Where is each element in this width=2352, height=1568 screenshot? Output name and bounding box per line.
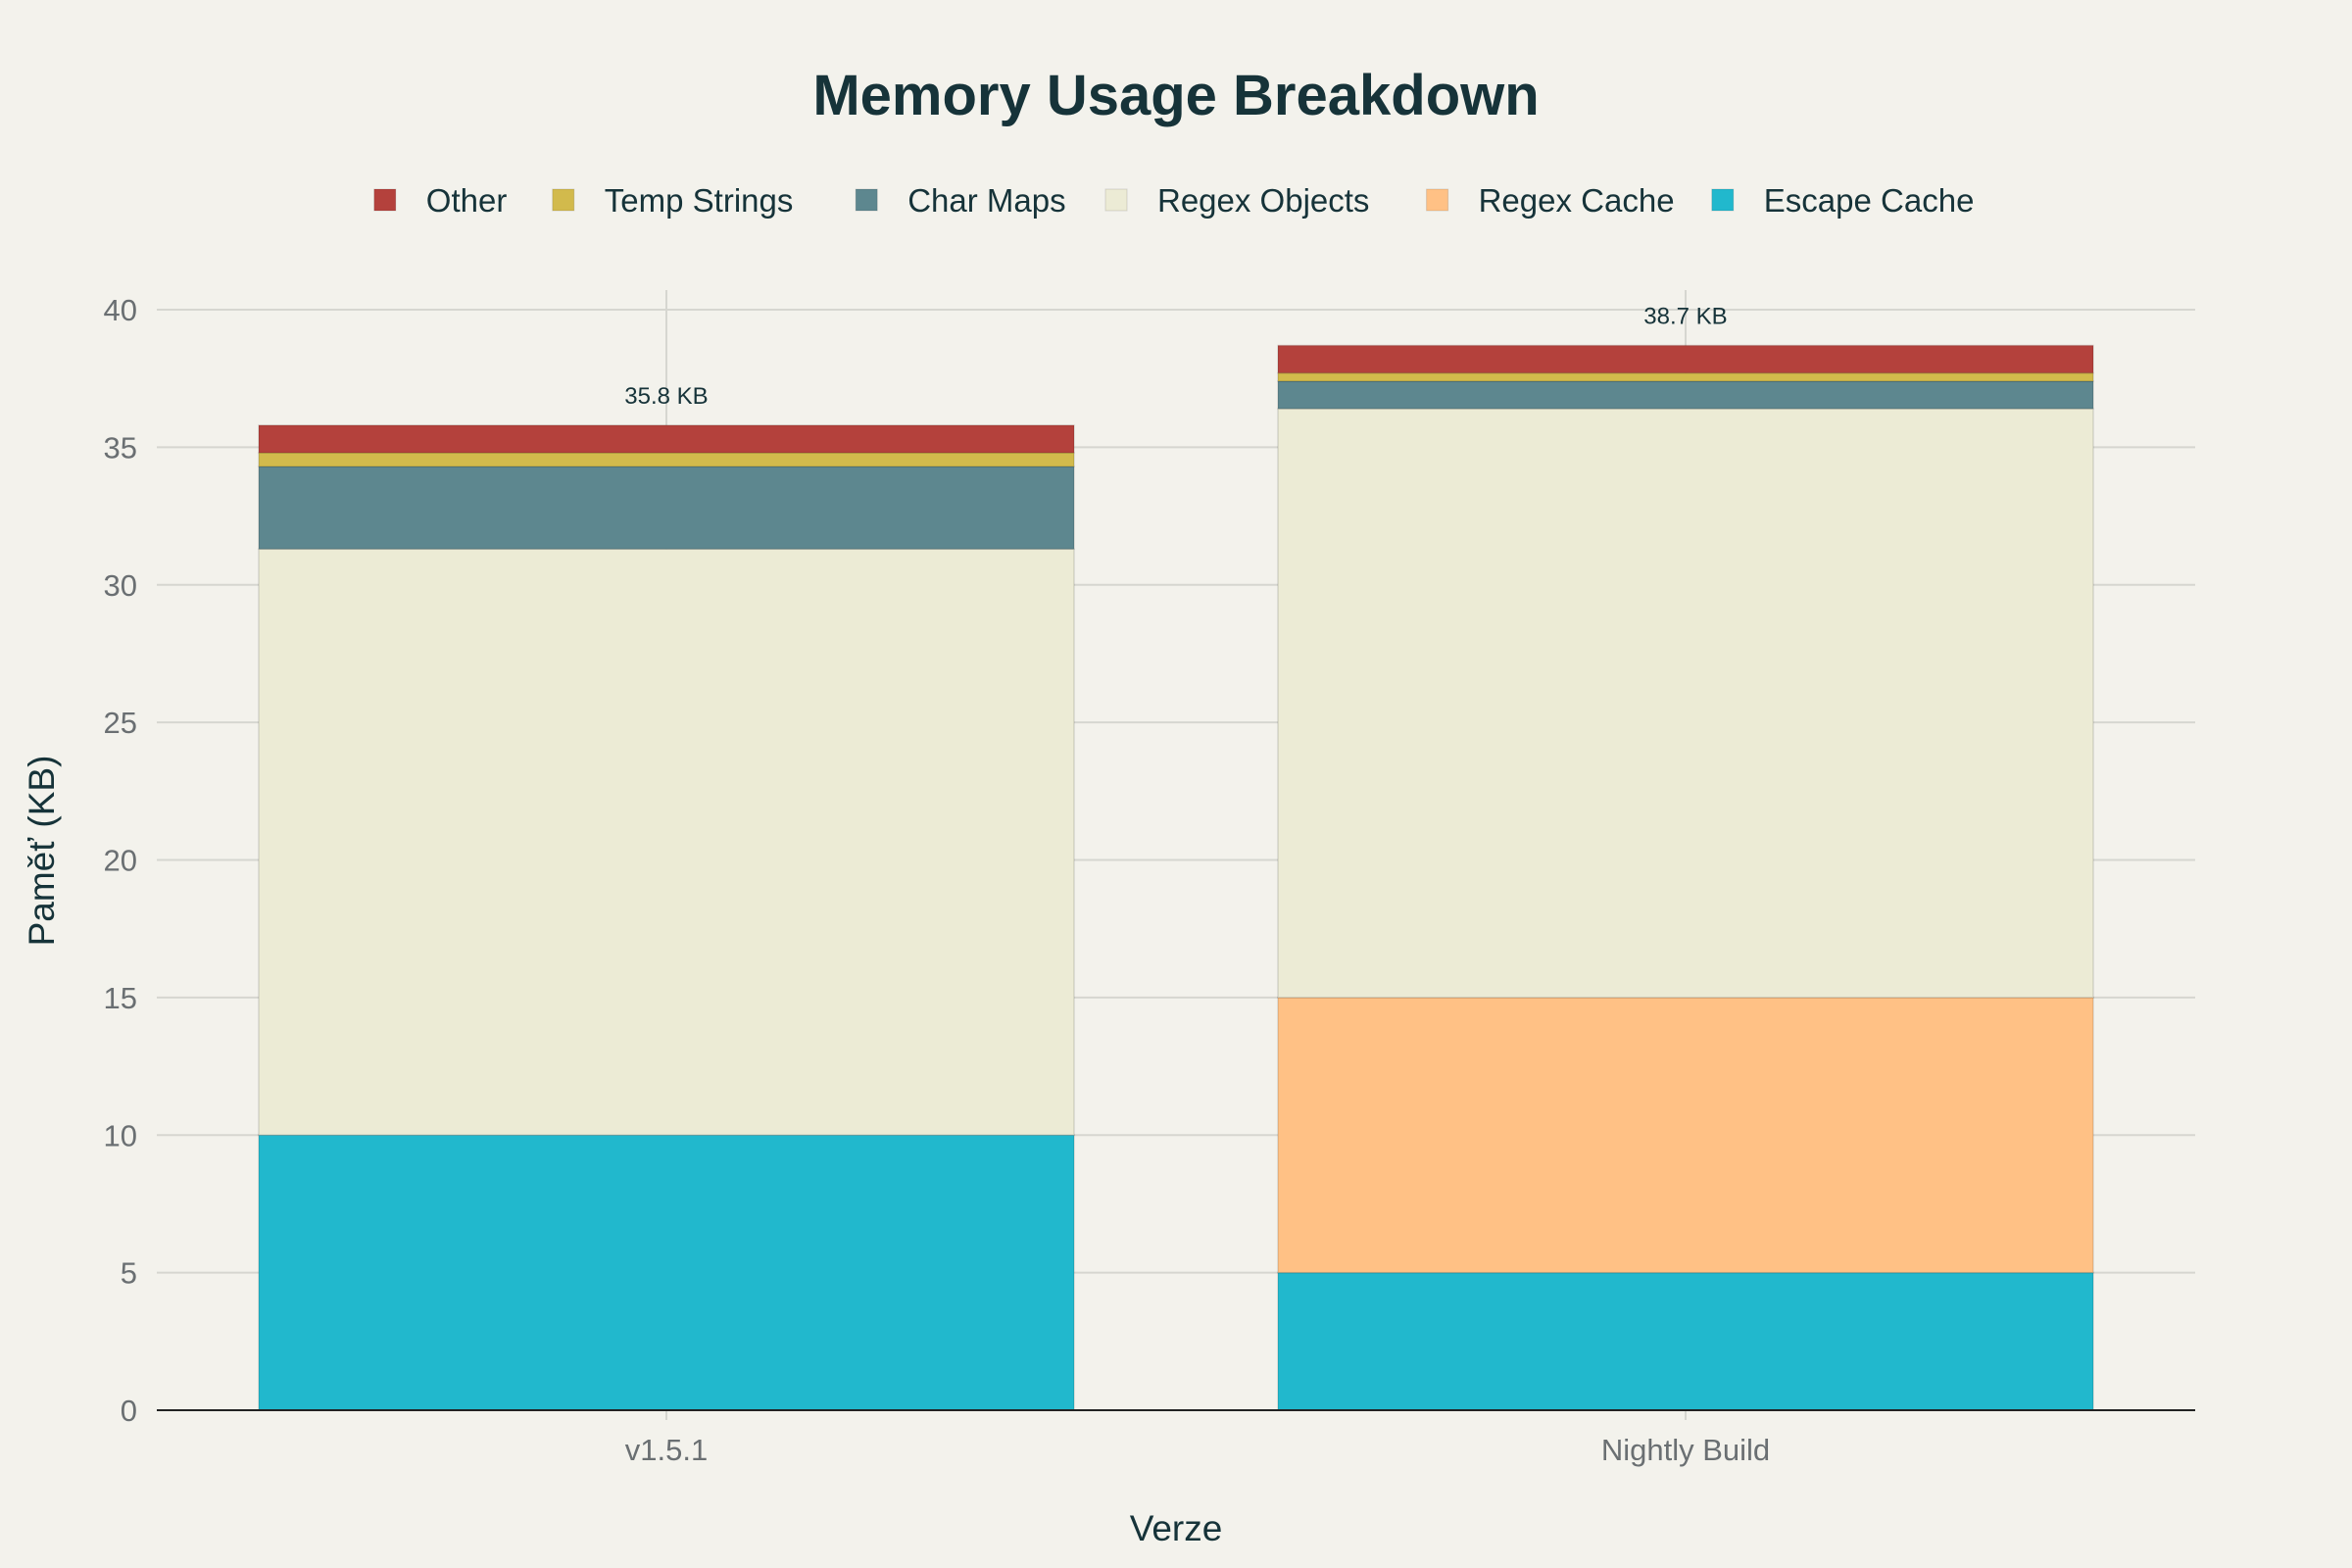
y-axis-ticks: 0 5 10 15 20 25 30 35 40 [104, 293, 137, 1428]
legend-item-regex-objects[interactable]: Regex Objects [1104, 182, 1369, 219]
legend-swatch [1711, 188, 1735, 212]
total-labels: 35.8 KB 38.7 KB [624, 303, 1727, 409]
legend-label: Temp Strings [605, 182, 794, 219]
bar-regex-cache-nightly-build[interactable] [1277, 997, 2094, 1274]
bar-temp-strings-v1-5-1[interactable] [258, 452, 1075, 467]
y-tick-label: 30 [104, 568, 137, 603]
bar-temp-strings-nightly-build[interactable] [1277, 371, 2094, 382]
bar-escape-cache-nightly-build[interactable] [1277, 1271, 2094, 1411]
y-tick-label: 35 [104, 430, 137, 465]
legend-label: Regex Objects [1157, 182, 1369, 219]
y-tick-label: 20 [104, 844, 137, 878]
legend-item-char-maps[interactable]: Char Maps [855, 182, 1066, 219]
legend-swatch [855, 188, 878, 212]
y-tick-label: 25 [104, 706, 137, 740]
legend-swatch [552, 188, 575, 212]
x-axis-ticks: v1.5.1 Nightly Build [625, 1410, 1770, 1467]
y-tick-label: 15 [104, 981, 137, 1015]
legend-label: Regex Cache [1479, 182, 1675, 219]
bar-escape-cache-v1-5-1[interactable] [258, 1134, 1075, 1411]
legend: Other Temp Strings Char Maps Regex Objects R… [373, 182, 1975, 219]
legend-item-other[interactable]: Other [373, 182, 508, 219]
legend-item-temp-strings[interactable]: Temp Strings [552, 182, 794, 219]
legend-swatch [1426, 188, 1449, 212]
legend-swatch [1104, 188, 1128, 212]
y-axis-title: Paměť (KB) [22, 756, 62, 947]
bar-char-maps-nightly-build[interactable] [1277, 380, 2094, 410]
legend-item-regex-cache[interactable]: Regex Cache [1426, 182, 1675, 219]
total-label-nightly-build: 38.7 KB [1643, 303, 1727, 329]
chart-title: Memory Usage Breakdown [812, 64, 1539, 127]
y-tick-label: 40 [104, 293, 137, 327]
y-tick-label: 0 [121, 1394, 137, 1428]
legend-label: Other [426, 182, 508, 219]
legend-label: Char Maps [907, 182, 1065, 219]
bar-regex-objects-v1-5-1[interactable] [258, 548, 1075, 1136]
x-axis-title: Verze [1130, 1508, 1223, 1548]
legend-item-escape-cache[interactable]: Escape Cache [1711, 182, 1975, 219]
y-tick-label: 10 [104, 1118, 137, 1152]
bar-other-v1-5-1[interactable] [258, 424, 1075, 454]
x-tick-label-nightly-build: Nightly Build [1601, 1433, 1770, 1467]
y-tick-label: 5 [121, 1256, 137, 1291]
bar-regex-objects-nightly-build[interactable] [1277, 408, 2094, 999]
bar-char-maps-v1-5-1[interactable] [258, 466, 1075, 551]
bars [258, 344, 2094, 1411]
total-label-v1-5-1: 35.8 KB [624, 383, 708, 410]
bar-other-nightly-build[interactable] [1277, 344, 2094, 374]
legend-swatch [373, 188, 397, 212]
legend-label: Escape Cache [1764, 182, 1975, 219]
x-tick-label-v1-5-1: v1.5.1 [625, 1433, 708, 1467]
